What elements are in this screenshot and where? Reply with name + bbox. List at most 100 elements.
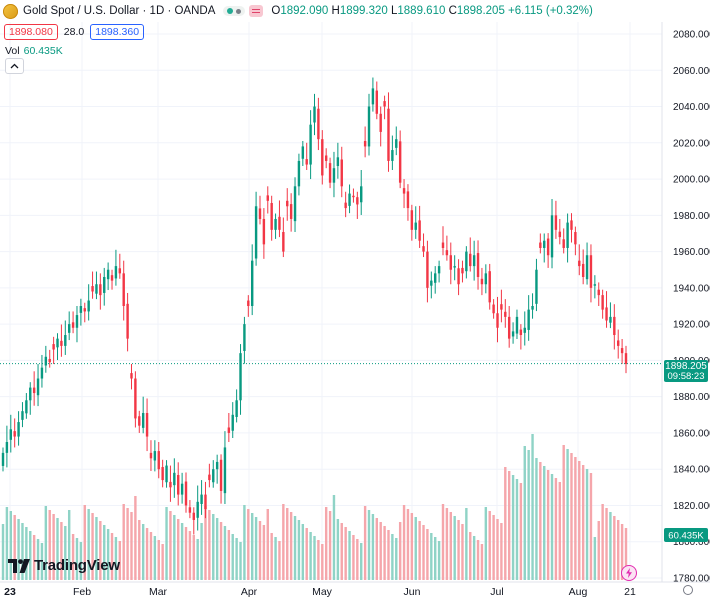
- volume-bar: [387, 530, 390, 580]
- candle: [188, 500, 192, 519]
- candle: [110, 269, 114, 290]
- symbol-legend[interactable]: Gold Spot / U.S. Dollar · 1D · OANDA O18…: [0, 0, 593, 22]
- volume-bar: [64, 526, 67, 580]
- candle: [453, 255, 456, 281]
- candle: [554, 200, 558, 239]
- volume-bar: [29, 531, 32, 580]
- candle: [332, 151, 336, 198]
- volume-bar: [356, 539, 359, 580]
- volume-bar: [282, 504, 285, 580]
- candle: [122, 260, 125, 321]
- volume-bar: [332, 495, 336, 580]
- candle: [457, 259, 460, 296]
- volume-bar: [141, 524, 145, 580]
- candlesticks: [1, 77, 628, 535]
- volume-bar: [531, 434, 534, 580]
- settings-gear-icon[interactable]: [683, 585, 693, 595]
- volume-bar: [235, 538, 238, 580]
- candle: [566, 213, 569, 263]
- candle: [286, 188, 289, 221]
- candle: [9, 414, 12, 453]
- candle: [32, 371, 36, 406]
- candle: [44, 345, 48, 373]
- volume-bar: [624, 528, 628, 580]
- candle: [492, 299, 495, 319]
- volume-bar: [620, 524, 624, 580]
- candle: [25, 393, 28, 419]
- candle: [379, 106, 382, 147]
- candle: [219, 454, 223, 504]
- volume-bar: [60, 522, 63, 580]
- volume-bar: [40, 543, 44, 580]
- candle: [118, 253, 122, 279]
- last-price-value: 1898.205: [665, 361, 707, 372]
- candle: [422, 233, 425, 258]
- candle: [519, 324, 523, 350]
- candle: [91, 271, 94, 299]
- collapse-legend-button[interactable]: [5, 58, 24, 74]
- candle: [589, 244, 593, 303]
- volume-legend[interactable]: Vol 60.435K: [5, 45, 63, 57]
- volume-bar: [177, 519, 180, 580]
- flash-icon[interactable]: [621, 565, 637, 581]
- candle: [184, 472, 188, 513]
- bid-ask-row: 1898.080 28.0 1898.360: [4, 24, 145, 40]
- candle: [177, 462, 180, 506]
- candle: [500, 289, 503, 323]
- candle: [83, 302, 86, 323]
- volume-bar: [32, 535, 36, 580]
- volume-bar: [433, 537, 437, 580]
- candle: [597, 282, 600, 306]
- volume-bar: [461, 524, 464, 580]
- symbol-title[interactable]: Gold Spot / U.S. Dollar · 1D · OANDA: [23, 5, 216, 17]
- volume-bar: [546, 470, 550, 580]
- volume-bar: [297, 520, 301, 580]
- candle: [1, 447, 5, 472]
- sell-price-button[interactable]: 1898.080: [4, 24, 58, 40]
- market-open-dot-icon: [227, 8, 234, 14]
- volume-bar: [321, 544, 324, 580]
- volume-bar: [83, 505, 86, 580]
- volume-bar: [363, 506, 367, 580]
- volume-bar: [414, 517, 417, 580]
- candle: [445, 235, 449, 261]
- candle: [169, 465, 172, 502]
- volume-bar: [254, 517, 258, 580]
- candle: [165, 460, 168, 488]
- volume-bar: [161, 544, 164, 580]
- volume-bar: [426, 529, 429, 580]
- volume-bar: [196, 539, 199, 580]
- volume-bar: [13, 515, 16, 580]
- volume-bar: [204, 506, 207, 580]
- candle: [13, 418, 16, 448]
- volume-bar: [157, 540, 160, 580]
- time-tick-label: Jul: [490, 586, 503, 598]
- volume-bar: [441, 504, 445, 580]
- bar-countdown: 09:58:23: [668, 371, 705, 382]
- candle: [250, 244, 254, 316]
- volume-bar: [527, 450, 530, 580]
- candle: [476, 240, 480, 290]
- price-tick-label: 2000.000: [673, 175, 710, 186]
- buy-price-button[interactable]: 1898.360: [90, 24, 145, 40]
- market-status-indicator[interactable]: [223, 6, 246, 16]
- time-axis[interactable]: 23 Feb Mar Apr May Jun Jul Aug 21: [4, 586, 636, 598]
- candle: [262, 208, 266, 259]
- candle: [624, 345, 628, 374]
- tradingview-logo[interactable]: TradingView: [8, 557, 120, 574]
- candle: [52, 336, 55, 365]
- volume-bar: [219, 522, 223, 580]
- volume-bar: [562, 445, 565, 580]
- candle: [192, 507, 196, 535]
- volume-bar: [153, 536, 157, 580]
- candle: [278, 200, 281, 238]
- candle: [161, 459, 164, 488]
- candle: [321, 130, 324, 185]
- volume-bar: [122, 504, 125, 580]
- equals-icon[interactable]: [249, 5, 264, 17]
- volume-bar: [617, 520, 620, 580]
- price-axis[interactable]: 2080.000 2060.000 2040.000 2020.000 2000.000…: [673, 30, 710, 585]
- volume-bar: [145, 528, 149, 580]
- volume-bar: [340, 523, 343, 580]
